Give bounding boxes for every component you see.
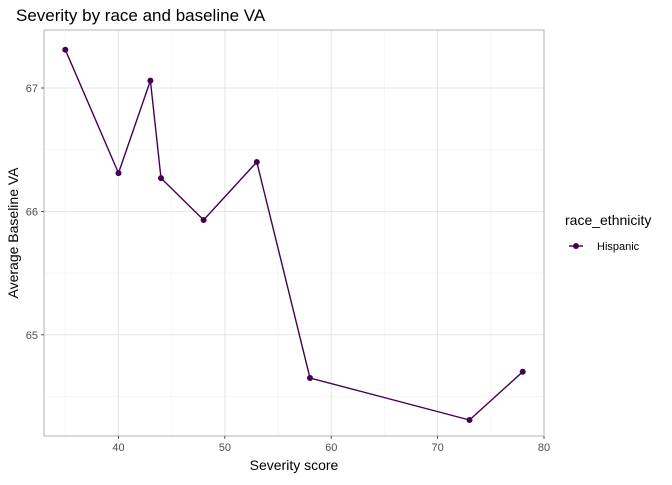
- x-tick-label: 70: [431, 442, 443, 454]
- legend: race_ethnicity Hispanic: [565, 212, 651, 253]
- y-axis-label: Average Baseline VA: [5, 167, 21, 299]
- y-tick-label: 67: [26, 83, 38, 95]
- grid-major: [44, 30, 545, 436]
- grid-minor: [44, 30, 544, 436]
- plot-panel: [43, 29, 545, 437]
- legend-key-hispanic: [569, 243, 583, 249]
- data-point: [62, 46, 69, 53]
- x-tick-label: 40: [112, 442, 124, 454]
- data-point: [519, 368, 526, 375]
- legend-key-point: [573, 243, 579, 249]
- x-tick-label: 80: [538, 442, 550, 454]
- y-tick-label: 65: [26, 330, 38, 342]
- x-tick-label: 50: [219, 442, 231, 454]
- legend-title: race_ethnicity: [565, 212, 651, 228]
- plot-border: [43, 29, 545, 437]
- series-points: [62, 46, 526, 423]
- data-point: [115, 170, 122, 177]
- y-tick-label: 66: [26, 206, 38, 218]
- y-axis-ticks: 65 66 67: [26, 83, 44, 342]
- data-point: [158, 175, 164, 182]
- data-point: [466, 417, 473, 423]
- data-point: [307, 375, 313, 381]
- x-tick-label: 60: [325, 442, 337, 454]
- legend-label-hispanic: Hispanic: [597, 241, 640, 253]
- data-point: [147, 77, 154, 84]
- plot-background: [44, 30, 544, 436]
- chart-title: Severity by race and baseline VA: [16, 6, 266, 25]
- data-point: [253, 159, 260, 165]
- x-axis-label: Severity score: [250, 457, 339, 473]
- x-axis-ticks: 40 50 60 70 80: [112, 436, 550, 454]
- data-point: [200, 217, 207, 223]
